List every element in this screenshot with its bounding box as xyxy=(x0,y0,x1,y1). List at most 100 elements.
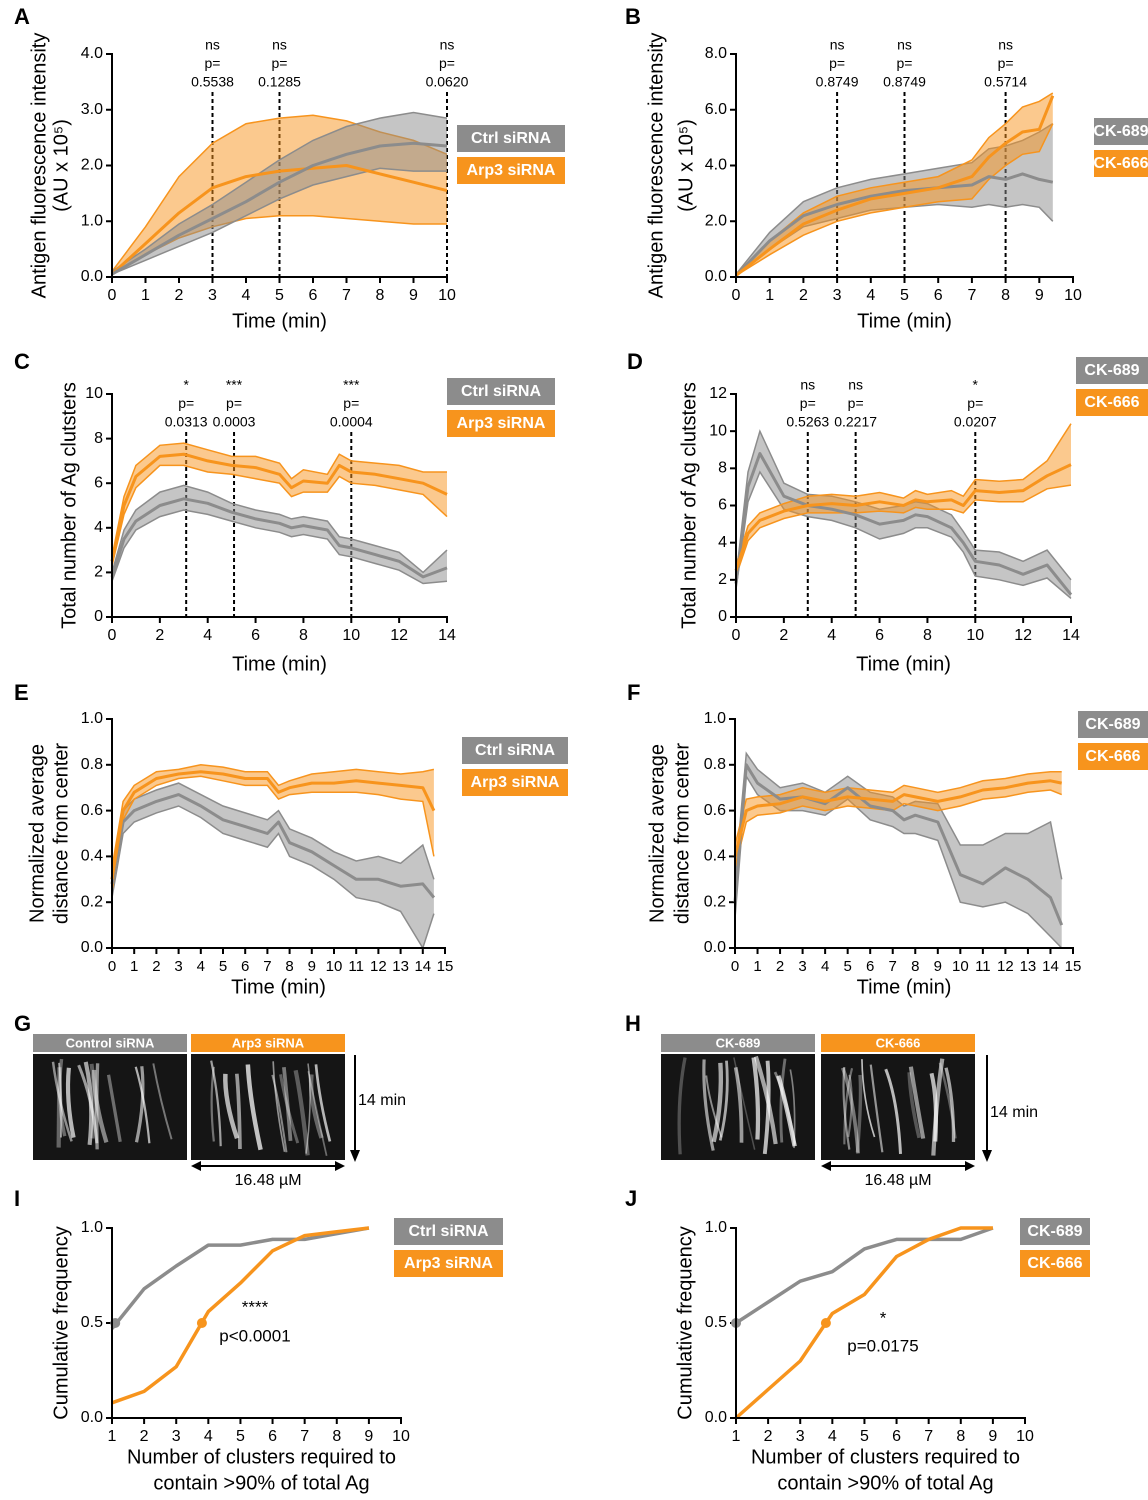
x-tick-label: 12 xyxy=(1014,627,1032,644)
panel: C 0 2 4 6 8 10 0 2 4 6 8 10 12 14 * p= 0.0313 *** p= 0.0003 *… xyxy=(14,349,555,675)
significance-label: 0.8749 xyxy=(816,74,859,90)
y-axis-label: Cumulative frequency xyxy=(674,1226,696,1419)
x-tick-label: 6 xyxy=(309,287,318,304)
panel: A 0.0 1.0 2.0 3.0 4.0 0 1 2 3 4 5 6 7 8 9 10 ns p= 0.5538 ns… xyxy=(14,4,565,332)
band-lower xyxy=(111,775,435,891)
x-tick-label: 4 xyxy=(203,627,212,644)
y-tick-label: 4 xyxy=(718,534,727,551)
y-tick-label: 8 xyxy=(718,460,727,477)
legend-label: CK-689 xyxy=(1084,362,1139,379)
significance-label: ns xyxy=(998,37,1013,53)
panel: J 0.0 0.5 1.0 1 2 3 4 5 6 7 8 9 10 Cumulative frequenc… xyxy=(625,1186,1090,1494)
x-tick-label: 2 xyxy=(175,287,184,304)
x-tick-label: 14 xyxy=(1062,627,1080,644)
kymograph-streak xyxy=(861,1059,876,1138)
panel-letter: A xyxy=(14,4,30,29)
y-axis-label: Normalized average xyxy=(646,744,668,923)
legend-label: Ctrl siRNA xyxy=(461,383,541,400)
panel: B 0.0 2.0 4.0 6.0 8.0 0 1 2 3 4 5 6 7 8 9 10 ns p= 0.8749 ns… xyxy=(625,4,1148,332)
x-tick-label: 3 xyxy=(174,958,182,975)
x-tick-label: 7 xyxy=(300,1428,309,1445)
x-axis-label: Time (min) xyxy=(857,310,952,332)
kymograph-streak xyxy=(51,1061,73,1142)
significance-label: p= xyxy=(848,395,864,411)
y-tick-label: 10 xyxy=(85,385,103,402)
x-tick-label: 15 xyxy=(1065,958,1082,975)
legend-label: CK-666 xyxy=(1027,1255,1082,1272)
y-tick-label: 2.0 xyxy=(705,212,727,229)
significance-label: 0.5714 xyxy=(984,74,1027,90)
series-line xyxy=(111,141,448,276)
x-tick-label: 8 xyxy=(956,1428,965,1445)
kymograph-streak xyxy=(843,1068,854,1145)
kymograph-streak xyxy=(847,1074,853,1138)
kymograph-streak xyxy=(307,1071,328,1156)
legend-box xyxy=(394,1250,503,1277)
median-point xyxy=(196,1318,207,1328)
y-tick-label: 0.0 xyxy=(81,1409,103,1426)
kymograph-streak xyxy=(134,1066,145,1143)
x-tick-label: 10 xyxy=(1016,1428,1034,1445)
significance-label: p= xyxy=(998,55,1014,71)
significance-label: *** xyxy=(226,377,243,393)
y-axis-label: Antigen fluorescence intensity xyxy=(645,33,667,299)
band-upper xyxy=(111,484,448,574)
x-tick-label: 4 xyxy=(242,287,251,304)
series-line xyxy=(734,1226,993,1420)
kymograph-streak xyxy=(762,1060,771,1155)
series-line xyxy=(733,779,1063,857)
kymograph-streak xyxy=(907,1072,921,1139)
legend-label: CK-689 xyxy=(1085,716,1140,733)
significance-label: 0.8749 xyxy=(883,74,926,90)
x-tick-label: 10 xyxy=(392,1428,410,1445)
legend-label: Arp3 siRNA xyxy=(467,162,556,179)
x-tick-label: 1 xyxy=(108,1428,117,1445)
kymograph-streak xyxy=(944,1067,956,1142)
x-tick-label: 3 xyxy=(796,1428,805,1445)
kymograph-label: CK-666 xyxy=(876,1035,921,1050)
y-tick-label: 0.6 xyxy=(704,802,726,819)
y-tick-label: 1.0 xyxy=(705,1219,727,1236)
series-line xyxy=(110,793,436,899)
legend-label: Arp3 siRNA xyxy=(404,1255,493,1272)
scale-label: 16.48 µM xyxy=(864,1172,931,1189)
kymograph-panel: G Control siRNA Arp3 siRNA 14 min 16.48 µM xyxy=(14,1011,406,1189)
kymograph-streak xyxy=(89,1063,97,1139)
legend-box xyxy=(447,378,555,405)
legend-box xyxy=(1078,711,1148,738)
x-tick-label: 0 xyxy=(108,958,116,975)
legend-box xyxy=(457,125,565,152)
x-tick-label: 0 xyxy=(732,627,741,644)
x-tick-label: 10 xyxy=(952,958,969,975)
annotation: * xyxy=(880,1308,887,1327)
x-tick-label: 14 xyxy=(414,958,431,975)
x-tick-label: 4 xyxy=(866,287,875,304)
y-tick-label: 4 xyxy=(94,519,103,536)
x-tick-label: 9 xyxy=(934,958,942,975)
kymograph-streak xyxy=(705,1075,723,1138)
legend-box xyxy=(462,737,568,764)
legend-label: Ctrl siRNA xyxy=(408,1223,488,1240)
time-label: 14 min xyxy=(358,1092,406,1109)
kymograph-streak xyxy=(841,1067,860,1154)
arrow-head xyxy=(350,1150,360,1162)
kymograph-streak xyxy=(58,1062,63,1138)
y-axis-label: Total number of Ag clutsters xyxy=(58,382,80,629)
panel-letter: I xyxy=(14,1186,20,1211)
kymograph-streak xyxy=(929,1072,938,1142)
x-tick-label: 10 xyxy=(326,958,343,975)
x-tick-label: 14 xyxy=(1042,958,1059,975)
kymograph-streak xyxy=(234,1073,242,1149)
band-lower xyxy=(735,123,1054,277)
y-tick-label: 0.5 xyxy=(705,1314,727,1331)
y-tick-label: 2.0 xyxy=(81,157,103,174)
y-tick-label: 6.0 xyxy=(705,101,727,118)
legend-box xyxy=(394,1218,503,1245)
x-tick-label: 15 xyxy=(437,958,454,975)
kymograph-label: Arp3 siRNA xyxy=(232,1035,305,1050)
band-lower xyxy=(111,464,448,566)
x-tick-label: 6 xyxy=(892,1428,901,1445)
y-axis-label: (AU x 10⁵) xyxy=(50,119,72,212)
significance-label: p= xyxy=(897,55,913,71)
significance-label: ns xyxy=(848,377,863,393)
